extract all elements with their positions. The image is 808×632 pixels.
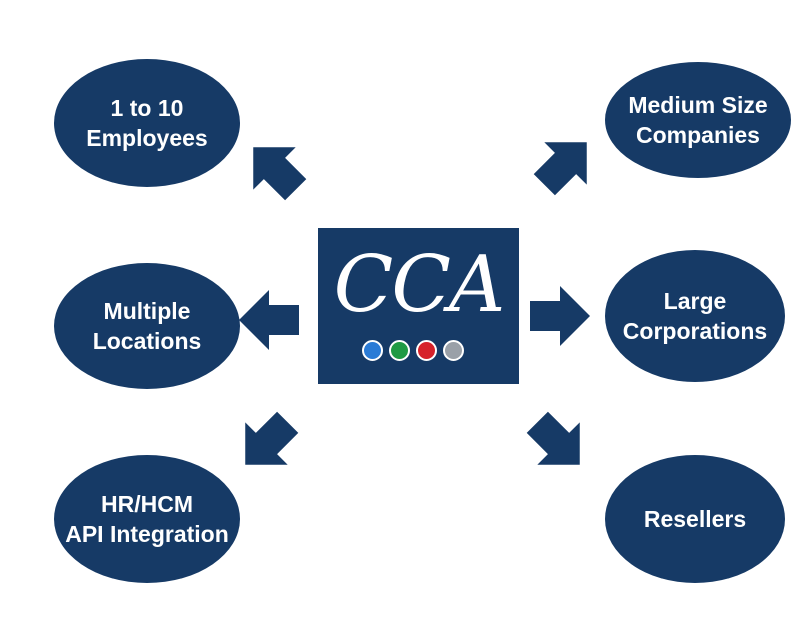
- logo-dot-gray: [443, 340, 464, 361]
- arrow-to-hrhcm: [224, 401, 309, 486]
- logo-dots: [362, 340, 482, 362]
- arrow-to-locations: [239, 290, 299, 350]
- arrow-to-medium: [523, 121, 608, 206]
- arrow-to-large: [530, 286, 590, 346]
- node-hrhcm: HR/HCM API Integration: [54, 455, 240, 583]
- arrow-to-resellers: [516, 401, 601, 486]
- node-hrhcm-label: HR/HCM API Integration: [65, 491, 229, 547]
- node-resellers: Resellers: [605, 455, 785, 583]
- node-medium-label: Medium Size Companies: [628, 92, 768, 148]
- node-resellers-label: Resellers: [643, 506, 747, 532]
- logo-dot-red: [416, 340, 437, 361]
- node-large-label: Large Corporations: [622, 288, 768, 344]
- cca-logo: CCA: [318, 228, 519, 384]
- node-employees: 1 to 10 Employees: [54, 59, 240, 187]
- cca-logo-text: CCA: [333, 240, 506, 330]
- node-employees-label: 1 to 10 Employees: [86, 95, 208, 151]
- logo-dot-green: [389, 340, 410, 361]
- node-locations-label: Multiple Locations: [92, 298, 202, 354]
- arrow-to-employees: [232, 126, 317, 211]
- node-medium: Medium Size Companies: [605, 62, 791, 178]
- logo-dot-blue: [362, 340, 383, 361]
- node-large: Large Corporations: [605, 250, 785, 382]
- node-locations: Multiple Locations: [54, 263, 240, 389]
